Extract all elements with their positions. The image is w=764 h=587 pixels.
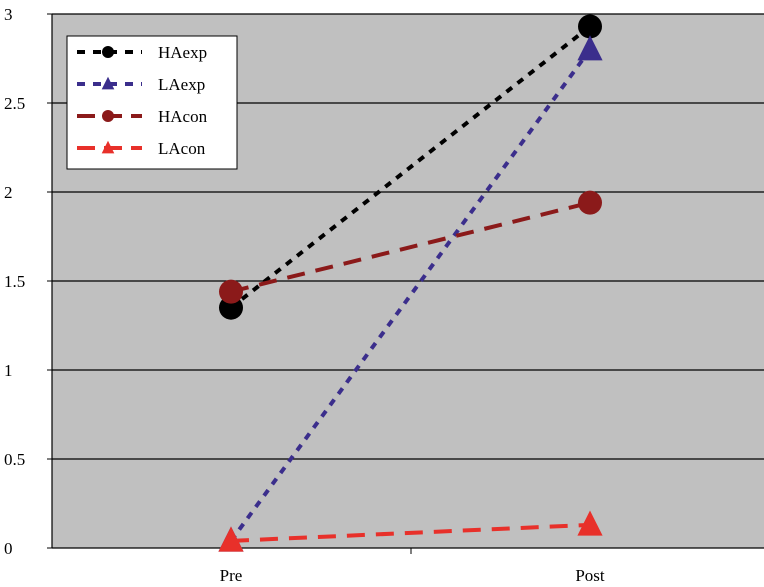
legend: HAexp LAexp HAcon LAcon bbox=[66, 35, 238, 170]
legend-label: LAexp bbox=[158, 75, 205, 94]
legend-box bbox=[66, 35, 238, 170]
series-HAexp bbox=[219, 14, 602, 320]
legend-item: HAexp bbox=[77, 43, 207, 62]
axes bbox=[51, 14, 764, 549]
y-tick-labels: 0 0.5 1 1.5 2 2.5 3 bbox=[4, 5, 25, 558]
x-tick-labels: Pre Post bbox=[220, 566, 605, 585]
legend-item: LAcon bbox=[77, 139, 206, 158]
marker-HAexp bbox=[102, 46, 114, 58]
series-line-HAcon bbox=[230, 200, 591, 294]
series-line-LAcon bbox=[230, 522, 591, 543]
y-tick-label: 0.5 bbox=[4, 450, 25, 469]
marker-LAcon bbox=[101, 140, 115, 154]
marker-HAcon bbox=[102, 110, 114, 122]
marker-HAexp bbox=[578, 14, 602, 39]
series-HAcon bbox=[219, 190, 602, 304]
legend-item: LAexp bbox=[77, 75, 205, 94]
marker-LAexp bbox=[101, 76, 115, 90]
y-tick-label: 0 bbox=[4, 539, 13, 558]
series-LAcon bbox=[218, 510, 603, 552]
series-lines bbox=[218, 14, 603, 552]
x-tick-label: Post bbox=[575, 566, 605, 585]
marker-HAcon bbox=[578, 190, 602, 215]
y-tick-label: 2.5 bbox=[4, 94, 25, 113]
y-tick-label: 1 bbox=[4, 361, 13, 380]
marker-HAcon bbox=[219, 279, 243, 304]
marker-LAcon bbox=[218, 526, 244, 552]
y-tick-label: 2 bbox=[4, 183, 13, 202]
marker-LAcon bbox=[577, 510, 603, 536]
legend-label: HAcon bbox=[158, 107, 208, 126]
legend-label: LAcon bbox=[158, 139, 206, 158]
marker-LAexp bbox=[577, 35, 603, 61]
y-tick-label: 3 bbox=[4, 5, 13, 24]
x-tick-label: Pre bbox=[220, 566, 243, 585]
legend-label: HAexp bbox=[158, 43, 207, 62]
legend-item: HAcon bbox=[77, 107, 208, 126]
gridlines bbox=[47, 13, 764, 554]
series-line-HAexp bbox=[229, 24, 592, 310]
series-line-LAexp bbox=[229, 48, 592, 543]
y-tick-label: 1.5 bbox=[4, 272, 25, 291]
